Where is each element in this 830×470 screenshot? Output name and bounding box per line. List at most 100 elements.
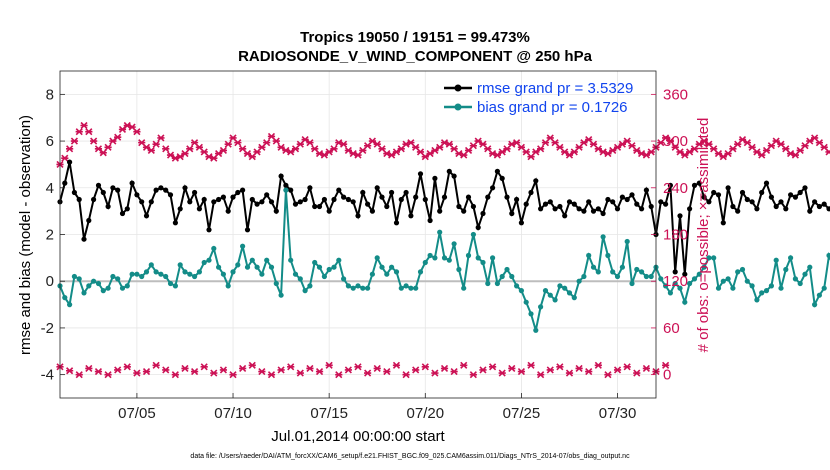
- obs-count-marker: [392, 361, 401, 369]
- rmse-point: [682, 271, 688, 277]
- bias-point: [470, 231, 476, 238]
- rmse-point: [514, 196, 520, 203]
- rmse-point: [595, 206, 601, 212]
- bias-point: [490, 255, 496, 261]
- bias-point: [307, 283, 313, 289]
- bias-point: [614, 273, 621, 280]
- rmse-point: [153, 187, 159, 193]
- obs-count-marker: [75, 128, 83, 136]
- rmse-point: [71, 189, 77, 196]
- bias-point: [355, 283, 361, 289]
- bias-point: [326, 266, 332, 273]
- bias-point: [581, 273, 587, 280]
- bias-point: [562, 285, 568, 291]
- rmse-point: [441, 194, 448, 200]
- rmse-point: [533, 178, 539, 184]
- obs-count-marker: [344, 366, 352, 374]
- bias-point: [134, 271, 140, 277]
- obs-count-marker: [575, 364, 583, 372]
- rmse-point: [437, 208, 443, 214]
- bias-point: [389, 264, 395, 270]
- bias-point: [826, 252, 830, 259]
- rmse-point: [566, 199, 573, 205]
- rmse-point: [225, 208, 231, 214]
- axis-ticks: 07/05 07/10 07/15 07/20 07/25 07/30 -4 -2 0 2 4 6 8 0…: [41, 86, 688, 422]
- y-tick-label: 2: [46, 227, 54, 244]
- obs-count-marker: [114, 133, 122, 141]
- bias-point: [403, 283, 409, 289]
- bias-point: [773, 257, 779, 263]
- obs-count-marker: [224, 140, 232, 148]
- rmse-point: [456, 203, 462, 210]
- rmse-point: [643, 187, 650, 193]
- bias-point: [316, 264, 323, 270]
- rmse-point: [302, 196, 308, 203]
- bias-point: [624, 238, 630, 245]
- bias-point: [139, 273, 145, 280]
- bias-point: [196, 269, 202, 275]
- rmse-point: [518, 220, 525, 226]
- obs-count-marker: [272, 137, 280, 145]
- rmse-point: [230, 194, 236, 200]
- bias-point: [547, 292, 553, 298]
- rmse-point: [749, 199, 755, 205]
- bias-point: [792, 276, 799, 282]
- bias-point: [446, 257, 452, 263]
- rmse-point: [105, 203, 111, 210]
- bias-point: [225, 283, 231, 289]
- rmse-point: [422, 196, 428, 203]
- obs-count-marker: [248, 361, 256, 369]
- obs-count-marker: [104, 143, 112, 151]
- rmse-point: [562, 213, 568, 219]
- obs-count-marker: [666, 137, 675, 145]
- rmse-point: [812, 199, 818, 205]
- y-tick-label: 6: [46, 133, 54, 150]
- bias-point: [432, 255, 438, 261]
- rmse-point: [711, 189, 717, 196]
- rmse-point: [163, 187, 169, 193]
- rmse-point: [177, 206, 183, 212]
- bias-point: [143, 269, 150, 275]
- y-tick-label: -2: [41, 320, 54, 337]
- bias-point: [701, 264, 707, 270]
- bias-point: [86, 283, 92, 289]
- rmse-point: [259, 199, 265, 205]
- bias-point: [797, 280, 803, 287]
- rmse-point: [326, 208, 332, 214]
- bias-point: [302, 288, 308, 294]
- obs-count-marker: [537, 371, 545, 379]
- y-right-tick-label: 120: [663, 273, 688, 290]
- obs-count-marker: [147, 146, 155, 154]
- rmse-point: [297, 199, 303, 205]
- bias-point: [754, 297, 760, 303]
- obs-count-marker: [412, 366, 420, 374]
- rmse-point: [547, 199, 553, 205]
- obs-count-marker: [604, 371, 612, 379]
- bias-point: [360, 285, 366, 291]
- bias-point: [691, 276, 698, 282]
- rmse-point: [658, 199, 664, 205]
- legend: rmse grand pr = 3.5329 bias grand pr = 0…: [444, 80, 633, 116]
- bias-point: [667, 290, 674, 296]
- rmse-point: [110, 185, 116, 191]
- rmse-point: [91, 196, 97, 203]
- rmse-line: [59, 161, 830, 275]
- bias-point: [465, 252, 472, 259]
- bias-point: [278, 292, 284, 298]
- rmse-point: [336, 187, 342, 193]
- bias-point: [427, 252, 433, 259]
- y-right-tick-label: 0: [663, 367, 671, 384]
- rmse-point: [374, 185, 380, 191]
- obs-count-marker: [527, 361, 535, 369]
- bias-point: [158, 271, 164, 277]
- rmse-point: [254, 201, 260, 207]
- bias-point: [576, 278, 582, 284]
- x-tick-label: 07/10: [214, 405, 252, 422]
- x-tick-label: 07/15: [310, 405, 348, 422]
- bias-point: [744, 278, 750, 284]
- obs-count-marker: [517, 367, 526, 376]
- bias-point: [461, 285, 467, 291]
- bias-point: [115, 276, 121, 282]
- bias-point: [341, 276, 347, 282]
- rmse-point: [307, 185, 313, 191]
